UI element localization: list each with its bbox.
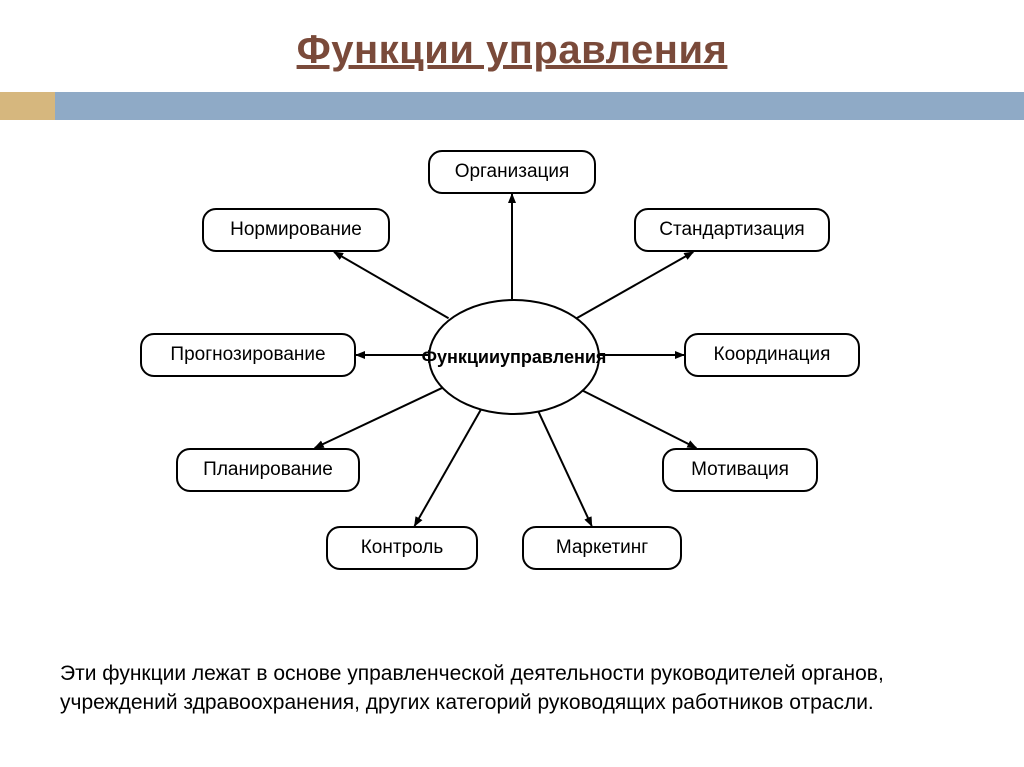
leaf-node-motiv: Мотивация	[662, 448, 818, 492]
leaf-node-progn: Прогнозирование	[140, 333, 356, 377]
arrow-to-motiv	[579, 389, 696, 448]
arrow-to-contr	[415, 407, 483, 526]
leaf-node-org: Организация	[428, 150, 596, 194]
arrow-to-stand	[576, 252, 693, 319]
leaf-node-norm: Нормирование	[202, 208, 390, 252]
leaf-node-contr: Контроль	[326, 526, 478, 570]
arrow-to-plan	[315, 387, 444, 448]
leaf-node-coord: Координация	[684, 333, 860, 377]
caption-text: Эти функции лежат в основе управленческо…	[60, 660, 964, 717]
spider-diagram: Функцииуправления Организация Стандартиза…	[0, 0, 1024, 767]
leaf-node-plan: Планирование	[176, 448, 360, 492]
arrow-to-norm	[334, 252, 449, 318]
center-node: Функцииуправления	[428, 299, 600, 415]
leaf-node-stand: Стандартизация	[634, 208, 830, 252]
leaf-node-mark: Маркетинг	[522, 526, 682, 570]
arrow-to-mark	[537, 408, 592, 526]
